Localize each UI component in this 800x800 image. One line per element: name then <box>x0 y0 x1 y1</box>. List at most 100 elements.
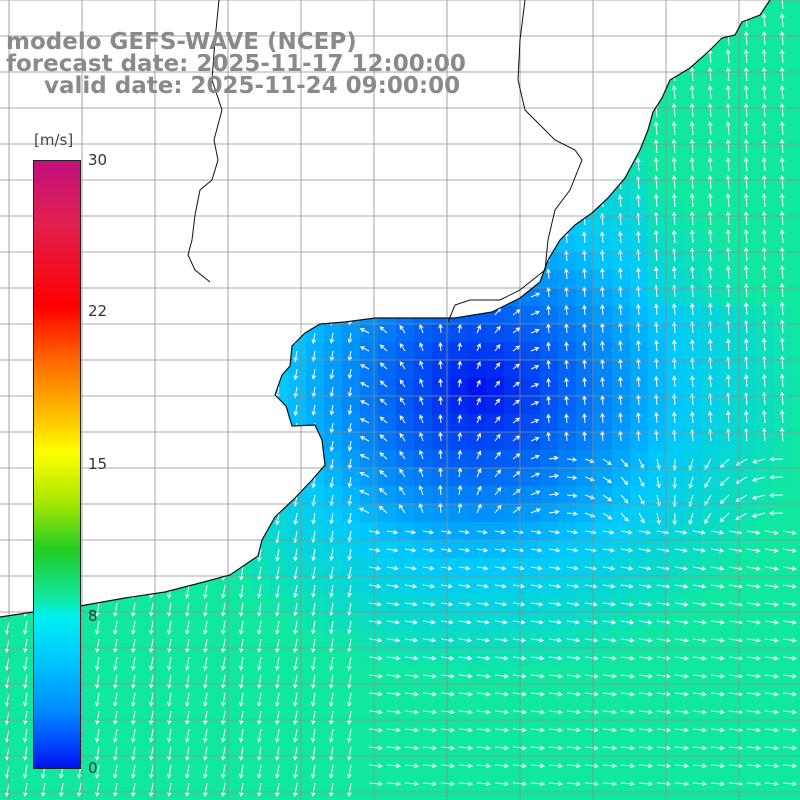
wind-arrow <box>404 745 419 751</box>
wind-speed-cell <box>414 486 433 505</box>
wind-arrow <box>779 157 785 172</box>
wind-arrow <box>600 267 605 280</box>
wind-arrow <box>148 692 154 707</box>
wind-arrow <box>274 782 280 797</box>
wind-speed-cell <box>432 414 451 433</box>
wind-speed-cell <box>702 342 721 361</box>
wind-speed-cell <box>702 216 721 235</box>
wind-arrow <box>725 175 731 190</box>
wind-arrow <box>329 620 334 635</box>
coastline <box>0 0 771 618</box>
wind-speed-cell <box>792 612 800 631</box>
wind-arrow <box>779 229 785 244</box>
wind-speed-cell <box>468 396 487 415</box>
wind-arrow <box>638 781 653 787</box>
wind-arrow <box>292 728 298 743</box>
wind-arrow <box>347 620 352 635</box>
wind-arrow <box>184 638 190 653</box>
wind-speed-cell <box>396 324 415 343</box>
wind-arrow <box>761 31 767 46</box>
wind-speed-cell <box>414 468 433 487</box>
wind-arrow <box>779 85 785 100</box>
wind-arrow <box>602 601 616 607</box>
wind-speed-cell <box>756 378 775 397</box>
wind-arrow <box>422 655 437 661</box>
wind-arrow <box>602 529 615 535</box>
wind-arrow <box>566 529 579 535</box>
wind-arrow <box>130 602 136 617</box>
wind-arrow <box>347 332 353 344</box>
wind-arrow <box>512 399 520 406</box>
wind-arrow <box>386 583 400 589</box>
wind-arrow <box>274 692 280 707</box>
wind-arrow <box>476 324 482 334</box>
wind-arrow <box>220 692 226 707</box>
wind-arrow <box>256 602 262 617</box>
wind-arrow <box>494 763 509 769</box>
wind-speed-cell <box>432 324 451 343</box>
wind-speed-cell <box>558 432 577 451</box>
wind-arrow <box>494 547 507 553</box>
wind-speed-cell <box>756 180 775 199</box>
wind-speed-cell <box>792 432 800 451</box>
wind-arrow <box>656 655 671 661</box>
wind-arrow <box>166 782 172 797</box>
wind-arrow <box>274 620 280 635</box>
wind-speed-cell <box>738 306 757 325</box>
wind-arrow <box>743 193 749 208</box>
wind-arrow <box>440 673 455 679</box>
wind-arrow <box>728 673 743 679</box>
wind-speed-cell <box>738 342 757 361</box>
wind-arrow <box>635 157 641 172</box>
wind-speed-cell <box>558 288 577 307</box>
wind-arrow <box>22 674 28 689</box>
wind-arrow <box>274 710 280 725</box>
wind-speed-cell <box>630 432 649 451</box>
wind-arrow <box>476 727 491 733</box>
wind-arrow <box>728 655 743 661</box>
wind-speed-cell <box>684 342 703 361</box>
wind-arrow <box>761 427 767 442</box>
wind-arrow <box>512 601 526 607</box>
wind-arrow <box>600 286 605 298</box>
wind-arrow <box>476 485 482 496</box>
wind-speed-cell <box>612 432 631 451</box>
wind-arrow <box>710 709 725 715</box>
wind-arrow <box>638 512 645 524</box>
wind-speed-cell <box>360 432 379 451</box>
wind-speed-cell <box>360 414 379 433</box>
wind-arrow <box>94 728 100 743</box>
wind-speed-cell <box>774 54 793 73</box>
wind-arrow <box>707 157 713 172</box>
wind-arrow <box>728 691 743 697</box>
wind-arrow <box>530 454 540 460</box>
wind-speed-cell <box>774 270 793 289</box>
wind-arrow <box>582 286 587 298</box>
wind-arrow <box>166 728 172 743</box>
wind-arrow <box>404 655 419 661</box>
wind-arrow <box>707 229 713 244</box>
wind-arrow <box>458 727 473 733</box>
wind-arrow <box>379 344 388 352</box>
wind-arrow <box>512 637 527 643</box>
wind-speed-cell <box>630 414 649 433</box>
wind-arrow <box>358 507 370 514</box>
wind-arrow <box>494 673 509 679</box>
wind-speed-cell <box>594 288 613 307</box>
wind-arrow <box>710 745 725 751</box>
wind-arrow <box>782 655 797 661</box>
wind-arrow <box>710 584 725 589</box>
wind-speed-cell <box>738 396 757 415</box>
wind-speed-cell <box>648 378 667 397</box>
wind-arrow <box>530 709 545 715</box>
wind-arrow <box>617 194 623 208</box>
wind-arrow <box>494 529 506 535</box>
wind-speed-cell <box>450 396 469 415</box>
wind-arrow <box>564 268 569 280</box>
wind-arrow <box>22 692 28 707</box>
wind-arrow <box>274 764 280 779</box>
wind-arrow <box>761 409 767 424</box>
wind-speed-cell <box>792 36 800 55</box>
wind-arrow <box>512 547 525 553</box>
wind-arrow <box>399 450 406 460</box>
